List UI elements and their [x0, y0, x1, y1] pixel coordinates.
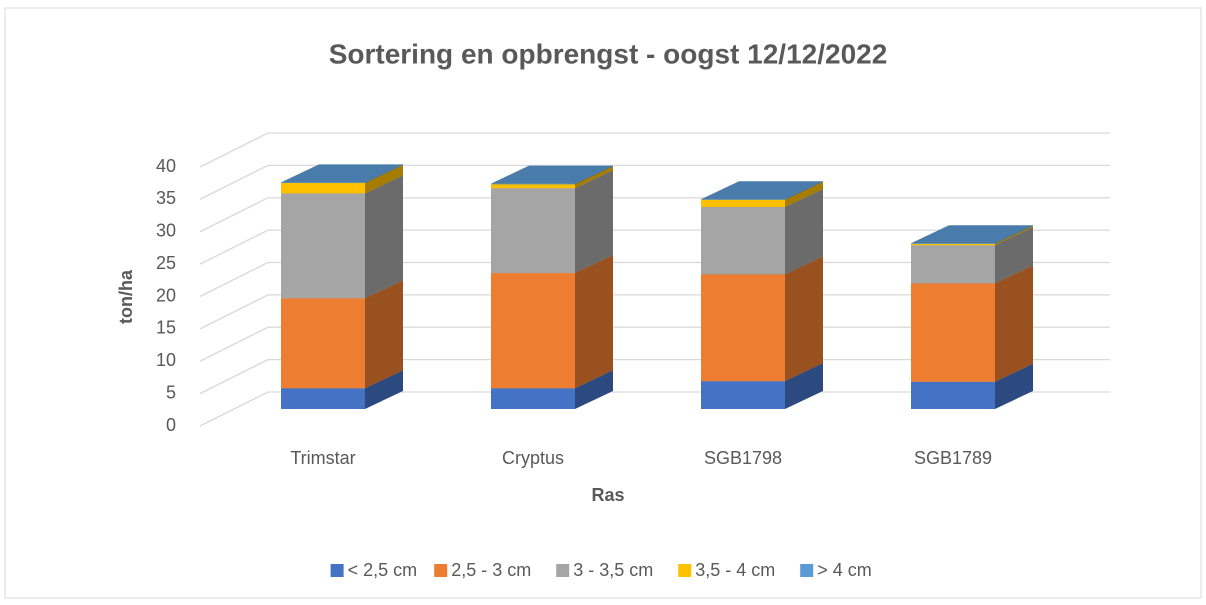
bar-top: [281, 164, 403, 183]
y-tick-label: 40: [156, 156, 176, 176]
x-tick-label: SGB1798: [704, 448, 782, 468]
bar-segment: [281, 164, 403, 184]
legend-swatch: [800, 564, 814, 577]
bar-segment: [911, 225, 1033, 244]
bar-front: [701, 199, 785, 207]
bar-side: [365, 165, 403, 194]
legend-label: < 2,5 cm: [348, 560, 418, 580]
bar-side: [995, 225, 1033, 244]
bar-side: [995, 363, 1033, 409]
bar-segment: [491, 255, 613, 389]
bar-side: [575, 370, 613, 409]
bar-front: [281, 298, 365, 389]
bar-side: [365, 175, 403, 299]
y-tick-label: 10: [156, 350, 176, 370]
bar-front: [911, 243, 995, 246]
bar-front: [491, 388, 575, 409]
chart-title: Sortering en opbrengst - oogst 12/12/202…: [329, 38, 888, 69]
grid-line: [199, 391, 1110, 427]
x-tick-label: Cryptus: [502, 448, 564, 468]
bar-front: [911, 283, 995, 382]
grid-line: [199, 132, 1110, 168]
y-tick-label: 20: [156, 285, 176, 305]
legend-label: > 4 cm: [817, 560, 872, 580]
bar-side: [995, 265, 1033, 382]
bar-front: [491, 273, 575, 389]
bar-side: [785, 181, 823, 207]
bar-front: [491, 188, 575, 274]
legend-swatch: [678, 564, 692, 577]
bar-segment: [491, 165, 613, 185]
bar-side: [995, 225, 1033, 246]
bar-side: [365, 280, 403, 389]
legend-swatch: [434, 564, 448, 577]
bar-side: [575, 166, 613, 189]
bar-top: [491, 165, 613, 184]
grid-line: [199, 358, 1110, 395]
legend-label: 2,5 - 3 cm: [451, 560, 531, 580]
bar-side: [785, 188, 823, 275]
bar-front: [701, 206, 785, 275]
legend-swatch: [556, 564, 570, 577]
grid-line: [199, 164, 1110, 200]
y-tick-label: 30: [156, 221, 176, 241]
bar-segment: [701, 256, 823, 382]
y-tick-label: 5: [166, 382, 176, 402]
bar-side: [365, 370, 403, 409]
grid-line: [199, 197, 1110, 233]
bar-front: [491, 183, 575, 185]
legend-label: 3 - 3,5 cm: [573, 560, 653, 580]
bar-front: [491, 184, 575, 189]
bar-side: [365, 164, 403, 184]
bar-side: [575, 170, 613, 274]
bar-top: [701, 181, 823, 200]
y-axis-title: ton/ha: [116, 269, 136, 324]
bar-side: [995, 227, 1033, 284]
grid-line: [199, 261, 1110, 298]
bar-top: [911, 225, 1033, 244]
bar-front: [281, 183, 365, 194]
legend-swatch: [330, 564, 344, 577]
bar-side: [575, 255, 613, 389]
bar-side: [575, 165, 613, 185]
y-tick-label: 15: [156, 318, 176, 338]
x-tick-label: Trimstar: [290, 448, 355, 468]
bar-segment: [491, 170, 613, 274]
bar-front: [281, 388, 365, 409]
y-tick-label: 25: [156, 253, 176, 273]
bar-front: [911, 243, 995, 244]
bar-front: [911, 245, 995, 284]
grid-line: [199, 326, 1110, 362]
bar-front: [701, 274, 785, 382]
grid-line: [199, 229, 1110, 265]
bar-side: [785, 256, 823, 382]
grid-line: [199, 294, 1110, 330]
legend-label: 3,5 - 4 cm: [695, 560, 775, 580]
bar-side: [785, 363, 823, 409]
bar-front: [281, 193, 365, 299]
bar-front: [281, 182, 365, 184]
y-tick-label: 0: [166, 415, 176, 435]
x-tick-label: SGB1789: [914, 448, 992, 468]
bar-segment: [701, 181, 823, 200]
x-axis-title: Ras: [591, 485, 624, 505]
bar-segment: [281, 175, 403, 299]
bar-side: [785, 181, 823, 200]
y-tick-label: 35: [156, 188, 176, 208]
bar-front: [701, 381, 785, 409]
bar-front: [911, 381, 995, 409]
bar-front: [701, 199, 785, 200]
